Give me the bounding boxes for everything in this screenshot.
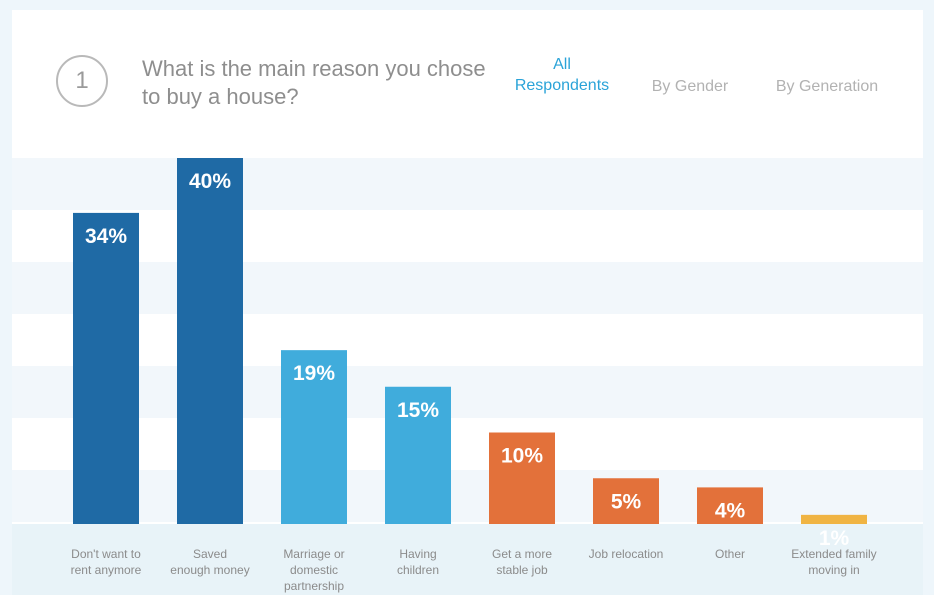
question-title: What is the main reason you chose to buy…: [142, 56, 486, 109]
data-label-5: 5%: [611, 490, 642, 513]
data-label-1: 40%: [189, 170, 231, 193]
gridline-band: [12, 262, 923, 314]
bar-0[interactable]: [73, 212, 139, 524]
category-label-3: Having children: [396, 547, 440, 577]
bar-1[interactable]: [177, 158, 243, 524]
gridline-band: [12, 366, 923, 418]
data-label-4: 10%: [501, 445, 543, 468]
data-label-3: 15%: [397, 399, 439, 422]
data-label-0: 34%: [85, 225, 127, 248]
tab-by-gender[interactable]: By Gender: [651, 78, 729, 95]
bar-6[interactable]: [697, 487, 763, 524]
bar-chart-svg: 34% 40% 19% 15% 10% 5% 4% 1%: [12, 158, 923, 595]
category-label-2: Marriage or domestic partnership: [283, 547, 345, 593]
data-label-6: 4%: [715, 499, 746, 522]
x-axis-band: [12, 524, 923, 595]
tab-all-respondents[interactable]: All Respondents: [514, 56, 610, 94]
gridline-band: [12, 158, 923, 210]
bar-5[interactable]: [593, 478, 659, 524]
bar-chart: 34% 40% 19% 15% 10% 5% 4% 1% Don't want to rent …: [12, 158, 923, 595]
gridline-band: [12, 470, 923, 522]
category-label-4: Get a more stable job: [491, 547, 553, 577]
bar-2[interactable]: [281, 350, 347, 524]
data-label-2: 19%: [293, 362, 335, 385]
category-label-6: Other: [714, 547, 745, 561]
bar-4[interactable]: [489, 432, 555, 525]
survey-card: 1 What is the main reason you chose to b…: [12, 10, 923, 595]
category-label-5: Job relocation: [588, 547, 664, 561]
category-label-7: Extended family moving in: [791, 547, 877, 577]
tab-by-generation[interactable]: By Generation: [775, 78, 879, 95]
bar-7[interactable]: [801, 514, 867, 524]
category-label-1: Saved enough money: [170, 547, 250, 577]
question-number-badge: 1: [56, 55, 108, 107]
bar-3[interactable]: [385, 386, 451, 524]
category-label-0: Don't want to rent anymore: [70, 547, 142, 577]
data-label-7: 1%: [819, 527, 850, 550]
